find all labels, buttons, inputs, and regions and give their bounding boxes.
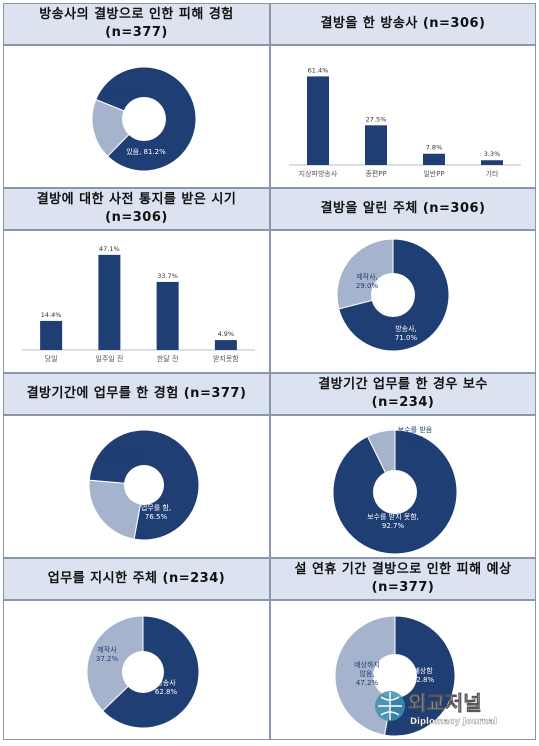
panel-8-title: 설 연휴 기간 결방으로 인한 피해 예상 — [294, 562, 512, 577]
donut-hole — [373, 470, 417, 514]
slice-label-2: 예상하지 않음, 47.2% — [354, 660, 380, 687]
slice-label-1: 예상함 52.8% — [412, 666, 435, 684]
panel-6-title: 결방기간 업무를 한 경우 보수 — [318, 377, 488, 392]
panel-2-title: 결방을 한 방송사 (n=306) — [320, 16, 486, 31]
panel-5-header: 결방기간에 업무를 한 경험 (n=377) — [3, 373, 270, 415]
panel-6-body: 보수를 받지 못함, 92.7% 보수를 받음 7.3% — [270, 415, 536, 558]
panel-6-donut-chart: 보수를 받지 못함, 92.7% 보수를 받음 7.3% — [332, 425, 458, 555]
panel-5-donut-chart: 업무를 함, 76.5% 업무를 하지 않음, 23.5% — [88, 429, 200, 541]
bar-value-label-4: 3.3% — [484, 150, 501, 158]
bar-value-label-2: 27.5% — [366, 115, 387, 123]
watermark-title: 외교저널 — [408, 691, 482, 715]
donut-hole — [373, 654, 417, 698]
bar-2 — [365, 125, 387, 165]
donut-hole — [371, 273, 415, 317]
x-tick-label-4: 받지못함 — [213, 354, 239, 363]
bar-2 — [98, 254, 121, 350]
panel-2-body: 61.4% 지상파방송사 27.5% 종편PP 7.8% 일반PP 3.3% 기타 — [270, 45, 536, 188]
panel-1-subtitle: (n=377) — [105, 25, 168, 40]
panel-7-header: 업무를 지시한 주체 (n=234) — [3, 558, 270, 600]
bar-value-label-4: 4.9% — [218, 330, 235, 338]
bar-3 — [156, 281, 179, 350]
bar-4 — [214, 340, 237, 350]
panel-2-bar-chart: 61.4% 지상파방송사 27.5% 종편PP 7.8% 일반PP 3.3% 기타 — [289, 66, 521, 178]
panel-7-body: 방송사 62.8% 제작사 37.2% — [3, 600, 270, 740]
panel-4-header: 결방을 알린 주체 (n=306) — [270, 188, 536, 230]
panel-4-donut-chart: 방송사, 71.0% 제작사, 29.0% — [336, 238, 450, 352]
bar-value-label-1: 14.4% — [41, 311, 62, 319]
panel-3-bar-chart: 14.4% 당일 47.1% 일주일 전 33.7% 한달 전 4.9% 받지못함 — [22, 245, 255, 363]
donut-hole — [122, 651, 164, 693]
x-tick-label-4: 기타 — [486, 169, 499, 178]
panel-7-title: 업무를 지시한 주체 (n=234) — [47, 571, 226, 586]
bar-value-label-3: 33.7% — [157, 272, 178, 280]
bar-4 — [481, 160, 503, 165]
x-tick-label-2: 종편PP — [365, 169, 386, 178]
panel-3-body: 14.4% 당일 47.1% 일주일 전 33.7% 한달 전 4.9% 받지못함 — [3, 230, 270, 373]
panel-4-title: 결방을 알린 주체 (n=306) — [320, 201, 486, 216]
x-tick-label-1: 당일 — [45, 354, 58, 363]
panel-8-body: 예상함 52.8% 예상하지 않음, 47.2% — [270, 600, 536, 740]
panel-5-title: 결방기간에 업무를 한 경험 (n=377) — [26, 386, 247, 401]
watermark-logo: 외교저널 Diplomacy Journal — [375, 691, 497, 727]
bar-value-label-1: 61.4% — [308, 66, 329, 74]
donut-hole — [124, 465, 164, 505]
slice-label-2: 제작사, 29.0% — [356, 272, 379, 290]
panel-8-header: 설 연휴 기간 결방으로 인한 피해 예상 (n=377) — [270, 558, 536, 600]
slice-label-2: 보수를 받음 7.3% — [398, 425, 433, 443]
bar-1 — [307, 76, 329, 165]
panel-1-donut-chart: 있음, 81.2% 없음, 18.8% — [91, 66, 197, 172]
panel-1-header: 방송사의 결방으로 인한 피해 경험 (n=377) — [3, 3, 270, 45]
slice-label-2: 없음, 18.8% — [102, 88, 142, 96]
panel-1-body: 있음, 81.2% 없음, 18.8% — [3, 45, 270, 188]
panel-3-header: 결방에 대한 사전 통지를 받은 시기 (n=306) — [3, 188, 270, 230]
x-tick-label-3: 일반PP — [423, 169, 444, 178]
panel-7-donut-chart: 방송사 62.8% 제작사 37.2% — [86, 615, 200, 729]
donut-hole — [122, 97, 166, 141]
bar-1 — [40, 320, 63, 350]
bar-3 — [423, 153, 445, 165]
panel-8-subtitle: (n=377) — [371, 580, 435, 595]
donut-slice-2 — [91, 98, 145, 157]
slice-label-1: 방송사 62.8% — [155, 678, 178, 696]
panel-3-title: 결방에 대한 사전 통지를 받은 시기 — [36, 192, 237, 207]
panel-6-subtitle: (n=234) — [371, 395, 435, 410]
slice-label-2: 업무를 하지 않음, 23.5% — [102, 447, 142, 465]
bar-value-label-2: 47.1% — [99, 245, 120, 253]
bar-value-label-3: 7.8% — [426, 144, 443, 152]
slice-label-2: 제작사 37.2% — [96, 645, 119, 663]
slice-label-1: 있음, 81.2% — [126, 148, 166, 156]
slice-label-1: 업무를 함, 76.5% — [141, 503, 171, 521]
slice-label-1: 보수를 받지 못함, 92.7% — [367, 512, 419, 530]
infographic-grid: 방송사의 결방으로 인한 피해 경험 (n=377) 결방을 한 방송사 (n=… — [3, 3, 536, 740]
panel-6-header: 결방기간 업무를 한 경우 보수 (n=234) — [270, 373, 536, 415]
panel-5-body: 업무를 함, 76.5% 업무를 하지 않음, 23.5% — [3, 415, 270, 558]
slice-label-1: 방송사, 71.0% — [395, 324, 418, 342]
watermark-subtitle: Diplomacy Journal — [410, 717, 497, 727]
panel-4-body: 방송사, 71.0% 제작사, 29.0% — [270, 230, 536, 373]
x-tick-label-1: 지상파방송사 — [299, 169, 338, 178]
x-tick-label-3: 한달 전 — [157, 354, 179, 363]
x-tick-label-2: 일주일 전 — [95, 354, 123, 363]
panel-1-title: 방송사의 결방으로 인한 피해 경험 — [39, 7, 234, 22]
donut-slice-2 — [86, 615, 144, 712]
panel-2-header: 결방을 한 방송사 (n=306) — [270, 3, 536, 45]
panel-3-subtitle: (n=306) — [105, 210, 168, 225]
